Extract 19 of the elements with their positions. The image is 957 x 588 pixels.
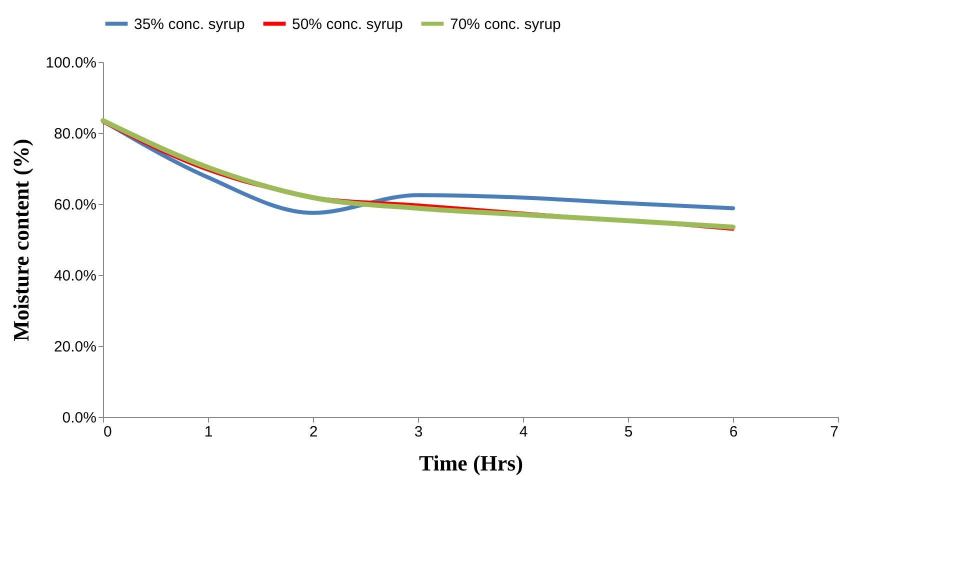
legend-label: 35% conc. syrup: [134, 16, 245, 33]
legend-label: 50% conc. syrup: [292, 16, 403, 33]
y-tick-label: 0.0%: [62, 410, 96, 426]
y-axis-title: Moisture content (%): [8, 138, 34, 342]
y-tick-label: 80.0%: [54, 126, 96, 142]
legend-label: 70% conc. syrup: [450, 16, 561, 33]
x-tick-label: 1: [204, 424, 213, 440]
x-axis-title: Time (Hrs): [418, 450, 524, 476]
x-tick-label: 3: [414, 424, 423, 440]
x-tick-label: 6: [729, 424, 738, 440]
x-tick-label: 7: [830, 424, 838, 440]
x-tick-label: 0: [104, 424, 112, 440]
y-tick-label: 100.0%: [46, 54, 96, 72]
x-tick-label: 2: [309, 424, 318, 440]
x-tick-label: 4: [519, 424, 528, 440]
y-tick-label: 60.0%: [54, 196, 96, 214]
y-tick-label: 40.0%: [54, 268, 96, 284]
x-tick-label: 5: [624, 424, 633, 440]
y-tick-label: 20.0%: [54, 338, 96, 356]
